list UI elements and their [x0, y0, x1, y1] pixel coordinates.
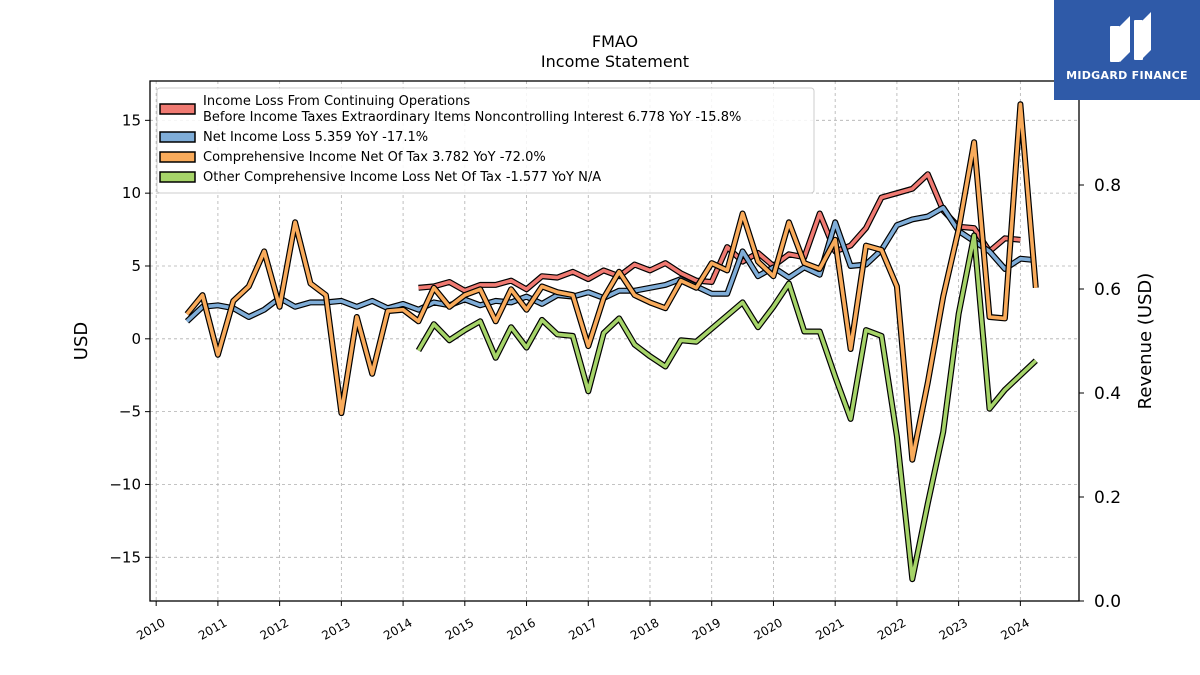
series-line-2 — [185, 102, 1038, 462]
y-tick-label: 10 — [122, 184, 141, 202]
x-tick-label: 2019 — [690, 615, 723, 642]
x-tick-label: 2021 — [813, 615, 846, 642]
legend-label: Net Income Loss 5.359 YoY -17.1% — [203, 130, 428, 145]
x-tick-label: 2017 — [566, 615, 599, 642]
midgard-logo-icon — [1110, 12, 1151, 62]
x-tick-label: 2023 — [937, 615, 970, 642]
y-tick-label: 0 — [131, 330, 141, 348]
x-tick-label: 2013 — [319, 615, 352, 642]
x-tick-label: 2016 — [505, 615, 538, 642]
x-tick-label: 2015 — [443, 615, 476, 642]
y2-tick-label: 0.2 — [1094, 488, 1121, 508]
y2-tick-label: 0.6 — [1094, 280, 1121, 300]
y2-tick-label: 0.0 — [1094, 592, 1121, 612]
x-tick-label: 2014 — [381, 615, 414, 642]
chart-title: FMAO — [591, 32, 639, 51]
series-outline-1 — [184, 204, 1037, 324]
logo-text: MIDGARD FINANCE — [1066, 69, 1188, 82]
legend-label: Other Comprehensive Income Loss Net Of T… — [203, 170, 601, 185]
x-tick-label: 2024 — [998, 615, 1031, 642]
plot-frame — [149, 80, 1080, 602]
y-tick-label: 15 — [122, 111, 141, 129]
legend-swatch — [159, 151, 196, 163]
legend-label: Comprehensive Income Net Of Tax 3.782 Yo… — [203, 150, 546, 165]
chart-subtitle: Income Statement — [540, 52, 690, 71]
y-axis-label: USD — [71, 322, 92, 360]
legend: Income Loss From Continuing OperationsBe… — [156, 87, 815, 194]
legend-swatch — [159, 171, 196, 183]
series-layer — [184, 101, 1039, 583]
y-tick-label: −5 — [119, 403, 141, 421]
y-tick-label: 5 — [131, 257, 141, 275]
y-tick-label: −10 — [109, 475, 141, 493]
logo: MIDGARD FINANCE — [1054, 0, 1200, 100]
series-line-3 — [416, 233, 1038, 581]
legend-label: Before Income Taxes Extraordinary Items … — [203, 110, 741, 125]
legend-box — [156, 87, 815, 194]
x-tick-label: 2018 — [628, 615, 661, 642]
x-tick-label: 2012 — [258, 615, 291, 642]
legend-swatch — [159, 131, 196, 143]
y2-tick-label: 0.4 — [1094, 384, 1121, 404]
x-tick-label: 2022 — [875, 615, 908, 642]
y2-axis-label: Revenue (USD) — [1135, 273, 1156, 410]
y-tick-label: −15 — [109, 548, 141, 566]
legend-label: Income Loss From Continuing Operations — [203, 94, 470, 109]
y2-tick-label: 0.8 — [1094, 176, 1121, 196]
x-tick-label: 2020 — [751, 615, 784, 642]
x-tick-label: 2010 — [134, 615, 167, 642]
legend-swatch — [159, 103, 196, 115]
x-tick-label: 2011 — [196, 615, 229, 642]
